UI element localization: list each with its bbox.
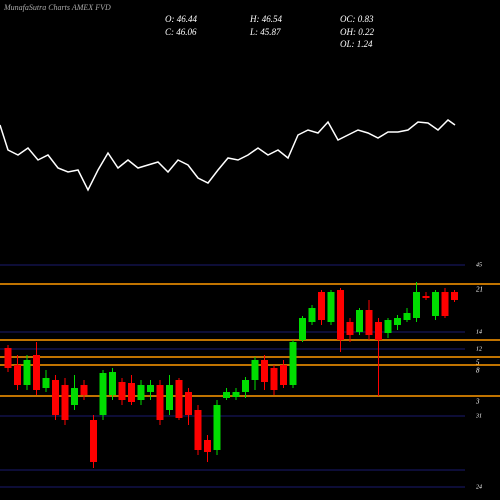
candle-body: [384, 320, 392, 333]
candle-body: [280, 365, 287, 385]
candle-body: [337, 290, 344, 340]
ohlc-label: OH: 0.22: [340, 27, 374, 37]
candle-body: [118, 382, 126, 400]
y-tick-label: 31: [475, 413, 482, 419]
ohlc-label: OL: 1.24: [340, 39, 373, 49]
candle-body: [403, 313, 411, 320]
candle-body: [441, 292, 449, 316]
candle-body: [14, 365, 21, 385]
level-label: 21: [476, 286, 483, 294]
candle-body: [270, 368, 278, 390]
candle-body: [128, 383, 135, 402]
candle-body: [375, 322, 382, 340]
candle-body: [194, 410, 202, 450]
price-line: [0, 119, 456, 192]
candle-body: [175, 380, 183, 418]
candle-body: [90, 420, 97, 462]
candle-body: [451, 292, 458, 300]
ohlc-label: H: 46.54: [249, 14, 282, 24]
candle-body: [261, 360, 268, 382]
ohlc-label: OC: 0.83: [340, 14, 374, 24]
candle-body: [147, 385, 154, 392]
candle-body: [4, 348, 12, 368]
candle-body: [166, 385, 173, 410]
candle-body: [71, 388, 78, 405]
candle-body: [365, 310, 373, 335]
y-tick-label: 24: [476, 483, 482, 490]
candle-body: [346, 322, 354, 335]
ohlc-label: L: 45.87: [249, 27, 281, 37]
candle-body: [23, 360, 31, 385]
level-label: 8: [476, 367, 480, 375]
candle-body: [413, 292, 420, 318]
level-label: 5: [476, 359, 480, 367]
candle-body: [42, 378, 50, 388]
y-tick-label: 12: [476, 346, 482, 352]
ohlc-label: C: 46.06: [165, 27, 197, 37]
y-tick-label: 14: [476, 328, 482, 335]
candle-body: [289, 342, 297, 385]
candle-body: [185, 392, 192, 415]
candle-body: [394, 318, 401, 325]
candle-body: [299, 318, 306, 340]
candle-body: [213, 405, 221, 450]
candle-body: [251, 360, 259, 380]
candle-body: [204, 440, 211, 452]
candle-body: [242, 380, 249, 392]
candle-body: [80, 385, 88, 395]
candle-body: [33, 355, 40, 390]
candle-body: [99, 373, 107, 415]
candle-body: [327, 292, 335, 322]
y-tick-label: 45: [476, 261, 482, 268]
candle-body: [232, 392, 240, 397]
level-label: 3: [475, 398, 480, 406]
candle-body: [156, 385, 164, 420]
candle-body: [137, 385, 145, 400]
candle-body: [318, 292, 325, 320]
candle-body: [356, 310, 363, 332]
candle-body: [223, 392, 230, 398]
candle-body: [308, 308, 316, 322]
candle-body: [422, 296, 430, 298]
candle-body: [432, 292, 439, 316]
candle-body: [109, 372, 116, 395]
ohlc-label: O: 46.44: [165, 14, 197, 24]
candle-body: [61, 385, 69, 420]
chart-title: MunafaSutra Charts AMEX FVD: [3, 3, 111, 12]
candle-body: [52, 380, 59, 415]
